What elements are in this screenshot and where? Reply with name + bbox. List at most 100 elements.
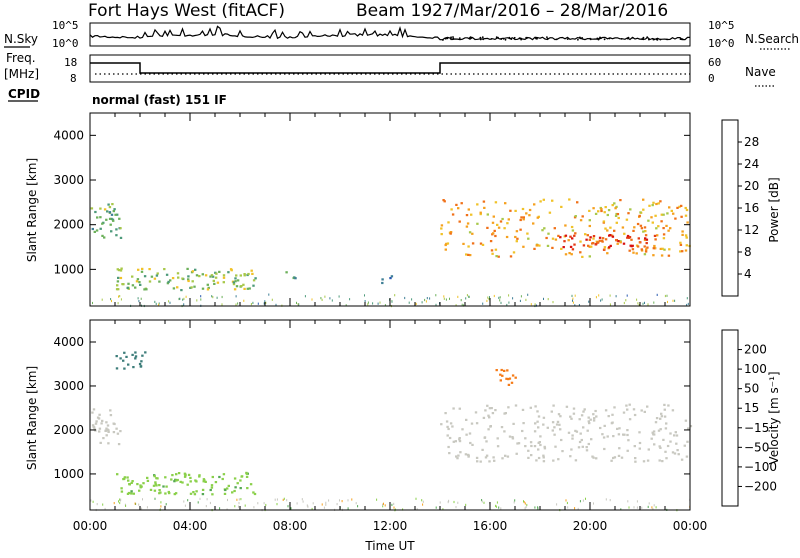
velocity-echo [494, 409, 497, 412]
power-echo [105, 218, 108, 221]
velocity-echo [552, 404, 555, 407]
velocity-ground-echo [495, 505, 497, 508]
power-echo [195, 274, 199, 277]
noise-right-label: N.Search [745, 32, 799, 46]
noise-search-point [646, 36, 649, 38]
velocity-echo [119, 357, 122, 360]
velocity-echo [618, 447, 621, 450]
power-echo [465, 214, 469, 217]
power-ground-echo [686, 297, 688, 300]
power-ground-echo [298, 303, 300, 306]
power-echo [389, 277, 392, 280]
velocity-echo [128, 483, 131, 486]
velocity-echo [123, 351, 126, 354]
power-echo [568, 252, 571, 255]
power-echo [526, 232, 529, 235]
velocity-echo [156, 477, 159, 480]
velocity-ground-echo [393, 502, 395, 505]
power-echo [515, 240, 518, 243]
velocity-ground-echo [605, 498, 607, 501]
velocity-echo [581, 445, 584, 448]
noise-search-point [468, 37, 471, 39]
velocity-echo [115, 355, 118, 358]
power-echo [243, 274, 246, 277]
power-echo [165, 273, 169, 276]
velocity-echo [640, 409, 643, 412]
power-echo [542, 198, 545, 201]
velocity-ground-echo [383, 502, 384, 505]
velocity-ground-echo [628, 506, 630, 509]
velocity-echo [585, 449, 589, 452]
velocity-echo [105, 434, 108, 437]
power-echo [201, 273, 204, 276]
power-ground-echo [169, 301, 171, 304]
velocity-ground-echo [567, 506, 569, 509]
power-echo [177, 276, 180, 279]
power-echo [137, 268, 140, 271]
velocity-echo [553, 426, 556, 429]
power-echo [103, 208, 107, 211]
noise-search-point [626, 37, 629, 40]
power-ground-echo [666, 294, 668, 297]
velocity-ground-echo [556, 503, 558, 506]
power-echo [239, 274, 242, 277]
velocity-echo [102, 437, 105, 440]
velocity-ground-echo [119, 501, 121, 505]
velocity-echo [565, 405, 569, 408]
velocity-echo [92, 425, 95, 428]
beam-label: Beam 19 [356, 1, 432, 21]
power-echo [491, 221, 495, 224]
velocity-ground-echo [421, 499, 423, 502]
power-echo [115, 228, 118, 231]
velocity-echo [146, 476, 149, 479]
velocity-echo [165, 485, 168, 488]
velocity-ground-echo [653, 504, 655, 507]
power-echo [449, 232, 452, 235]
velocity-echo [506, 369, 509, 372]
power-echo [248, 287, 251, 290]
velocity-echo [223, 492, 227, 495]
velocity-echo [508, 377, 512, 380]
velocity-echo [675, 434, 679, 437]
power-echo [446, 242, 450, 245]
velocity-echo [105, 421, 108, 424]
power-echo [644, 237, 647, 240]
power-ground-echo [572, 299, 573, 302]
velocity-echo [449, 422, 453, 425]
velocity-echo [446, 434, 449, 437]
velocity-echo [652, 430, 656, 433]
power-echo [551, 199, 554, 202]
power-ground-echo [445, 298, 447, 301]
velocity-echo [684, 419, 688, 422]
velocity-echo [470, 422, 474, 425]
velocity-echo [91, 411, 94, 414]
power-ground-echo [179, 297, 181, 300]
velocity-ground-echo [393, 506, 395, 509]
power-echo [660, 220, 663, 223]
power-ground-echo [391, 300, 393, 303]
noise-search-point [546, 37, 549, 40]
power-echo [543, 227, 546, 230]
power-ground-echo [667, 300, 668, 304]
power-echo [609, 244, 612, 247]
power-ground-echo [552, 301, 554, 304]
noise-search-point [681, 38, 684, 40]
velocity-ground-echo [263, 502, 265, 505]
power-echo [236, 279, 240, 282]
power-echo [134, 286, 137, 289]
velocity-ground-echo [244, 504, 246, 507]
velocity-ground-echo [236, 498, 238, 501]
noise-search-point [452, 37, 455, 40]
power-echo [587, 244, 590, 247]
velocity-echo [626, 408, 629, 411]
power-echo [381, 281, 384, 285]
noise-search-point [479, 36, 482, 39]
velocity-ground-echo [627, 500, 629, 503]
power-ground-echo [168, 300, 170, 303]
power-echo [614, 214, 618, 217]
power-echo [606, 213, 609, 217]
power-ground-echo [435, 294, 437, 297]
velocity-echo [457, 454, 460, 457]
power-echo [491, 252, 494, 255]
velocity-echo [613, 406, 616, 409]
